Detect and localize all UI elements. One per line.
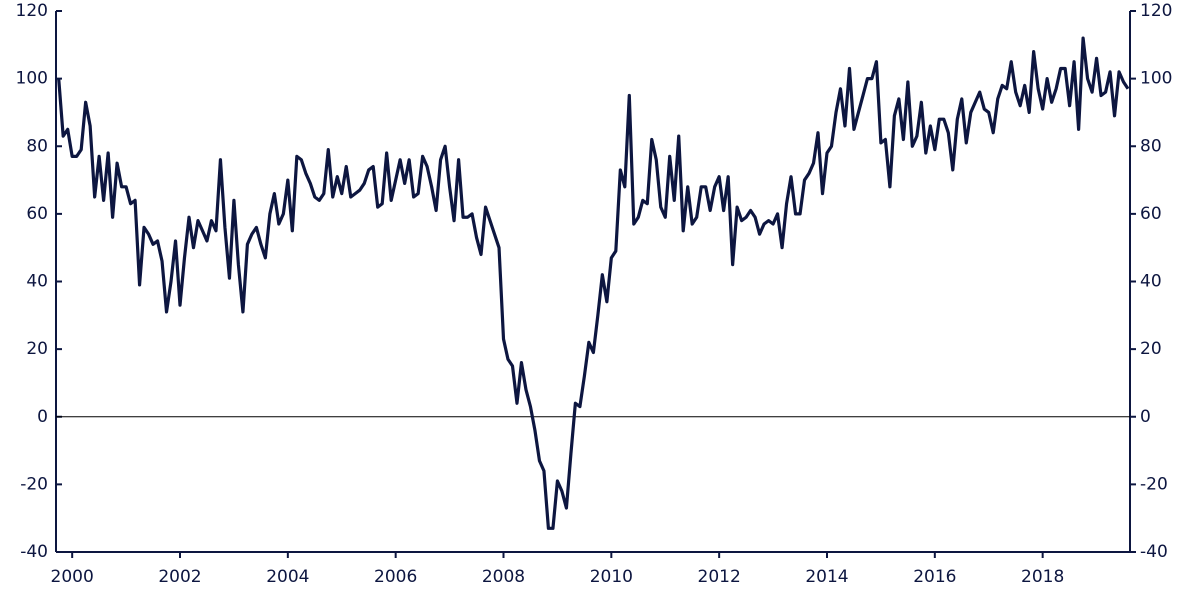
y-tick-label: 120 [16,1,48,21]
y-tick-label: 60 [26,204,48,224]
x-tick-label: 2014 [805,567,848,587]
y2-tick-label: -20 [1140,474,1168,494]
y-tick-label: 100 [16,69,48,89]
x-tick-label: 2018 [1021,567,1064,587]
x-tick-label: 2010 [590,567,633,587]
x-tick-label: 2002 [158,567,201,587]
x-tick-label: 2008 [482,567,525,587]
y2-tick-label: 60 [1140,204,1162,224]
y-tick-label: 20 [26,339,48,359]
y-tick-label: -40 [20,542,48,562]
x-tick-label: 2016 [913,567,956,587]
x-tick-label: 2004 [266,567,309,587]
y2-tick-label: 40 [1140,272,1162,292]
y2-tick-label: -40 [1140,542,1168,562]
data-line [57,36,1130,530]
y2-tick-label: 80 [1140,136,1162,156]
y2-tick-label: 0 [1140,407,1151,427]
y2-tick-label: 120 [1140,1,1172,21]
y-tick-label: 0 [37,407,48,427]
y-tick-label: 40 [26,272,48,292]
y-tick-label: 80 [26,136,48,156]
y2-tick-label: 100 [1140,69,1172,89]
x-tick-label: 2012 [698,567,741,587]
x-tick-label: 2006 [374,567,417,587]
y-tick-label: -20 [20,474,48,494]
y2-tick-label: 20 [1140,339,1162,359]
x-tick-label: 2000 [51,567,94,587]
